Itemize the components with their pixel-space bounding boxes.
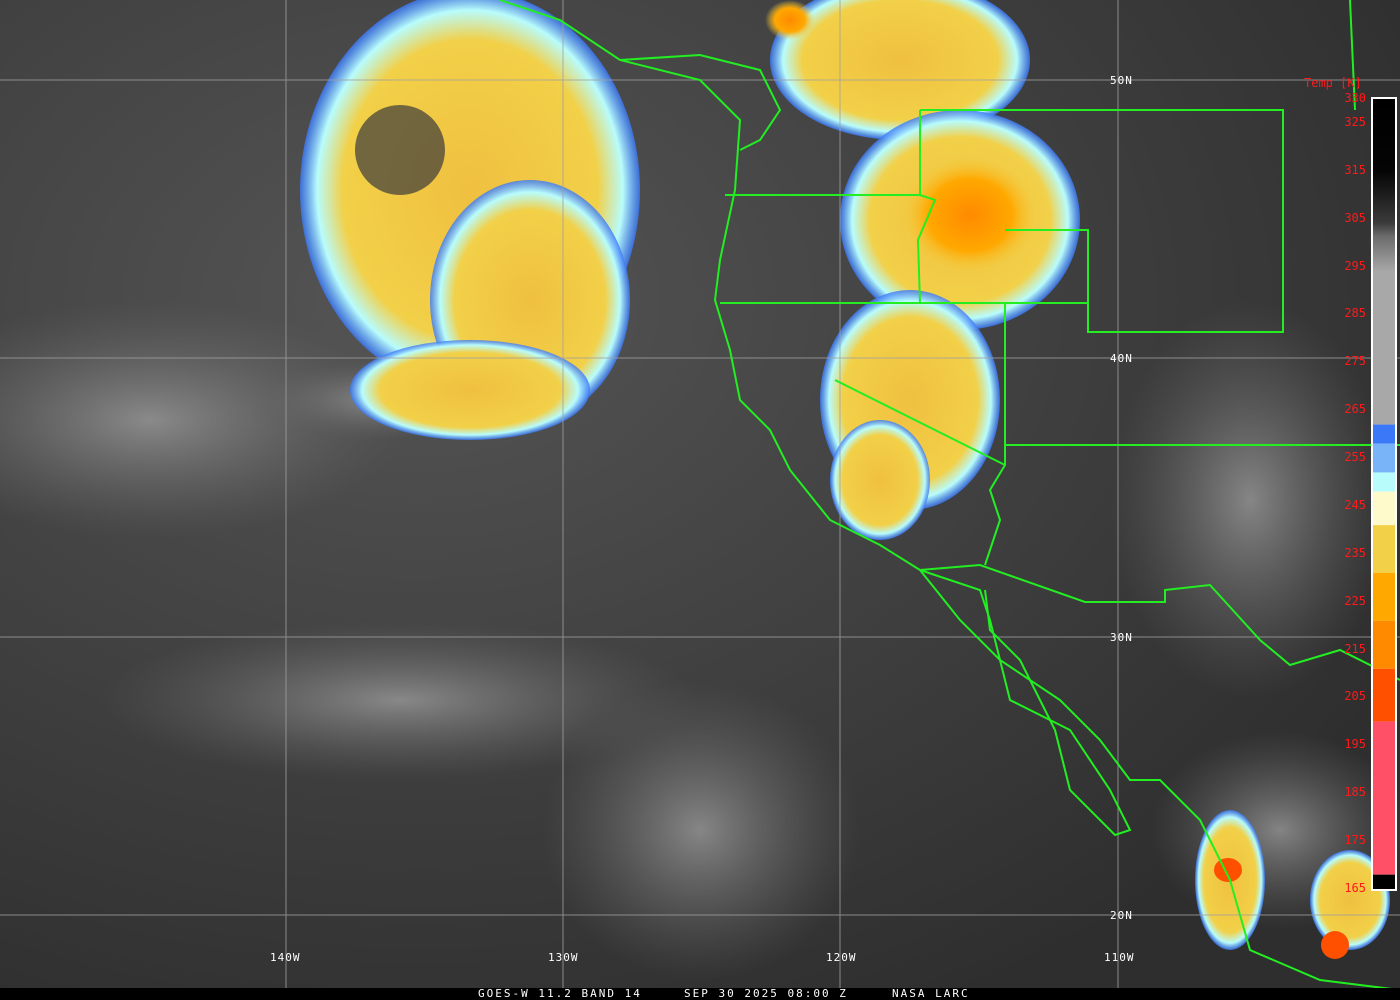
pacific-coastline (499, 0, 1400, 991)
lat-label-30n: 30N (1110, 631, 1133, 644)
colorbar-tick-label: 205 (1344, 689, 1366, 704)
colorbar-blue-band (1373, 424, 1395, 444)
colorbar-tick-label: 185 (1344, 785, 1366, 800)
lat-label-40n: 40N (1110, 352, 1133, 365)
colorbar-black-band (1373, 874, 1395, 889)
colorbar-tick-label: 195 (1344, 737, 1366, 752)
colorbar-redorange-band (1373, 668, 1395, 722)
colorbar-tick-label: 255 (1344, 450, 1366, 465)
colorbar (1371, 97, 1397, 891)
canada-border-east (1349, 0, 1356, 111)
baja-gulf-coast (919, 569, 1132, 837)
colorbar-cyan-band (1373, 472, 1395, 492)
us-mexico-border (919, 563, 1400, 681)
colorbar-tick-label: 165 (1344, 881, 1366, 895)
ca-nv-diagonal (834, 379, 1006, 466)
colorbar-tick-label: 225 (1344, 593, 1366, 608)
colorbar-tick-label: 315 (1344, 162, 1366, 177)
colorbar-tick-label: 175 (1344, 833, 1366, 848)
california-nevada-border (720, 302, 1006, 566)
colorbar-tick-label: 275 (1344, 354, 1366, 369)
montana-wyoming-borders (920, 109, 1284, 333)
lat-label-50n: 50N (1110, 74, 1133, 87)
colorbar-tick-label: 245 (1344, 497, 1366, 512)
colorbar-gray-band (1373, 99, 1395, 425)
lon-label-110w: 110W (1104, 951, 1135, 964)
lon-label-130w: 130W (548, 951, 579, 964)
colorbar-tick-label: 215 (1344, 641, 1366, 656)
credit-label: NASA LARC (892, 987, 970, 1000)
colorbar-lightblue-band (1373, 443, 1395, 473)
colorbar-tick-label: 330 (1344, 91, 1366, 105)
colorbar-pink-band (1373, 721, 1395, 875)
colorbar-paleyellow-band (1373, 491, 1395, 526)
colorbar-tick-label: 265 (1344, 402, 1366, 417)
colorbar-tick-label: 285 (1344, 306, 1366, 321)
colorbar-tick-label: 305 (1344, 210, 1366, 225)
lon-label-140w: 140W (270, 951, 301, 964)
colorbar-tick-label: 295 (1344, 258, 1366, 273)
image-caption-bar: GOES-W 11.2 BAND 14 SEP 30 2025 08:00 Z … (0, 988, 1400, 1000)
cold-cloud-tops (300, 0, 1390, 959)
colorbar-yellow-band (1373, 525, 1395, 573)
colorbar-tick-label: 325 (1344, 114, 1366, 129)
colorbar-tick-label: 235 (1344, 545, 1366, 560)
lat-label-20n: 20N (1110, 909, 1133, 922)
lon-label-120w: 120W (826, 951, 857, 964)
political-boundaries (499, 0, 1400, 991)
timestamp-label: SEP 30 2025 08:00 Z (684, 987, 848, 1000)
colorbar-orange-band (1373, 573, 1395, 621)
colorbar-darkorange-band (1373, 620, 1395, 669)
puget-sound-coast (619, 53, 782, 151)
colorbar-title: Temp [K] (1304, 76, 1362, 90)
satellite-band-label: GOES-W 11.2 BAND 14 (478, 987, 642, 1000)
